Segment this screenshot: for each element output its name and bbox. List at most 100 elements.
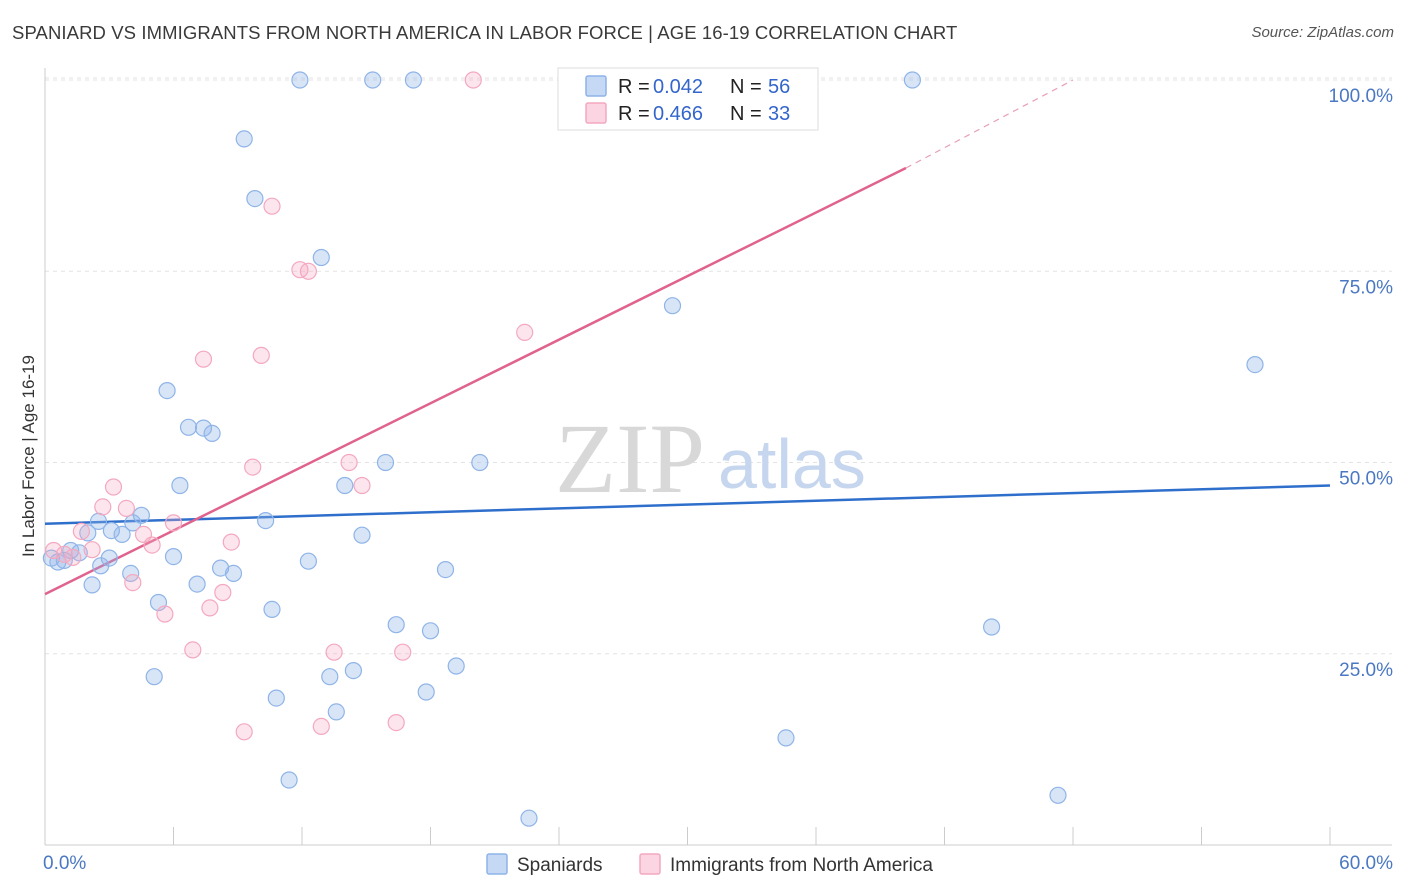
immigrants-point <box>299 262 317 280</box>
y-tick-label-100: 100.0% <box>1329 86 1394 107</box>
immigrants-point <box>244 458 262 476</box>
spaniards-point <box>421 622 440 640</box>
x-tick-label-min: 0.0% <box>43 853 86 874</box>
immigrants-point <box>252 346 270 364</box>
y-tick-label-75: 75.0% <box>1339 277 1393 298</box>
spaniards-point <box>1246 356 1264 374</box>
immigrants-point <box>194 350 213 368</box>
spaniards-point <box>263 600 281 619</box>
spaniards-point <box>447 657 465 675</box>
immigrants-point <box>263 197 281 215</box>
spaniards-point <box>663 297 682 315</box>
y-axis-label: In Labor Force | Age 16-19 <box>19 355 38 557</box>
legend-n-value-spaniards: 56 <box>768 76 790 98</box>
spaniards-point <box>387 616 405 634</box>
bottom-legend-label-spaniards: Spaniards <box>517 855 603 876</box>
immigrants-point <box>124 573 142 592</box>
legend-swatch-immigrants <box>585 102 607 124</box>
immigrants-point <box>201 599 219 617</box>
watermark-atlas: atlas <box>718 425 866 503</box>
immigrants-point <box>516 323 534 341</box>
spaniards-point <box>235 130 253 148</box>
immigrants-point <box>340 453 358 472</box>
spaniards-point <box>291 71 309 89</box>
immigrants-point <box>394 643 412 661</box>
spaniards-point <box>404 71 422 89</box>
immigrants-point <box>143 536 161 554</box>
spaniards-point <box>224 564 243 583</box>
immigrants-trend-extension <box>905 79 1074 169</box>
spaniards-point <box>520 809 538 827</box>
spaniards-point <box>312 248 330 267</box>
spaniards-point <box>145 668 163 686</box>
chart-title: SPANIARD VS IMMIGRANTS FROM NORTH AMERIC… <box>12 22 958 43</box>
spaniards-point <box>188 575 206 593</box>
legend-r-label-spaniards: R = <box>618 76 650 98</box>
immigrants-point <box>184 641 202 659</box>
spaniards-point <box>203 424 221 442</box>
immigrants-trend-line <box>44 166 907 596</box>
bottom-legend-swatch-immigrants <box>639 853 661 875</box>
immigrants-point <box>83 541 101 559</box>
immigrants-point <box>353 476 371 495</box>
spaniards-point <box>257 511 275 530</box>
spaniards-trend-line <box>44 484 1331 525</box>
spaniards-point <box>92 557 110 575</box>
spaniards-point <box>982 618 1001 636</box>
spaniards-point <box>376 453 395 472</box>
immigrants-point <box>44 541 63 560</box>
trend-layer <box>44 79 1331 596</box>
immigrants-point <box>117 499 136 517</box>
spaniards-point <box>179 418 198 436</box>
spaniards-point <box>903 71 922 89</box>
spaniards-point <box>344 661 362 680</box>
spaniards-point <box>353 526 371 544</box>
immigrants-point <box>64 548 82 567</box>
axis-layer: 25.0% 50.0% 75.0% 100.0% 0.0% 60.0% <box>43 68 1393 874</box>
immigrants-point <box>235 723 253 741</box>
spaniards-point <box>246 190 264 208</box>
spaniards-point <box>417 683 435 701</box>
legend-top: R = 0.042 N = 56 R = 0.466 N = 33 <box>557 67 819 131</box>
immigrants-point <box>94 498 112 516</box>
watermark: ZIP atlas <box>555 403 866 514</box>
y-tick-label-25: 25.0% <box>1339 660 1393 681</box>
legend-n-label-immigrants: N = <box>730 103 762 125</box>
legend-r-label-immigrants: R = <box>618 103 650 125</box>
immigrants-point <box>156 605 174 623</box>
spaniards-point <box>321 668 339 686</box>
legend-r-value-spaniards: 0.042 <box>653 76 703 98</box>
immigrants-point <box>312 717 330 736</box>
grid-layer <box>45 77 1392 655</box>
bottom-legend-label-immigrants: Immigrants from North America <box>670 855 933 876</box>
legend-r-value-immigrants: 0.466 <box>653 103 703 125</box>
spaniards-point <box>364 71 382 89</box>
spaniards-point <box>158 382 176 400</box>
spaniards-point <box>436 560 455 579</box>
immigrants-point <box>222 533 240 551</box>
spaniards-point <box>79 524 97 542</box>
legend-n-value-immigrants: 33 <box>768 103 790 125</box>
spaniards-point <box>113 525 131 544</box>
immigrants-point <box>291 261 309 279</box>
spaniards-point <box>1049 786 1067 804</box>
spaniards-point <box>299 552 317 570</box>
spaniards-point <box>171 476 189 495</box>
points-layer <box>42 71 1264 827</box>
immigrants-point <box>164 514 183 532</box>
immigrants-point <box>325 643 343 661</box>
spaniards-point <box>83 576 101 594</box>
y-tick-label-50: 50.0% <box>1339 469 1393 490</box>
spaniards-point <box>132 506 150 524</box>
spaniards-point <box>336 476 354 495</box>
spaniards-point <box>194 419 213 437</box>
legend-bottom: Spaniards Immigrants from North America <box>486 853 933 876</box>
spaniards-point <box>777 729 795 747</box>
immigrants-point <box>464 71 482 89</box>
legend-swatch-spaniards <box>585 75 607 97</box>
x-tick-label-max: 60.0% <box>1339 853 1393 874</box>
spaniards-point <box>267 689 285 707</box>
immigrants-point <box>104 478 123 496</box>
spaniards-point <box>471 453 489 472</box>
